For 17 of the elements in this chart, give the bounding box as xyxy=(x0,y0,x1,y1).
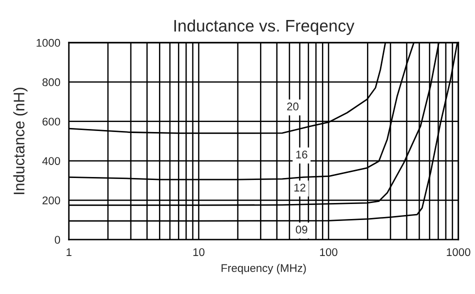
annotation: 09 xyxy=(296,226,308,234)
annotation: 20 xyxy=(287,102,298,110)
annotation: 12 xyxy=(294,184,306,192)
chart-title: Inductance vs. Freqency xyxy=(174,19,354,35)
x-tick-label: 10 xyxy=(193,248,204,256)
x-tick-label: 1000 xyxy=(446,248,470,256)
y-tick-label: 600 xyxy=(42,118,60,126)
y-tick-label: 1000 xyxy=(36,38,60,47)
x-axis-title: Frequency (MHz) xyxy=(222,264,306,274)
y-tick-label: 0 xyxy=(54,236,60,244)
y-axis-title: Inductance (nH) xyxy=(13,88,28,194)
x-tick-label: 1 xyxy=(66,248,72,256)
y-tick-label: 200 xyxy=(42,196,60,204)
y-tick-label: 800 xyxy=(42,78,60,86)
y-tick-label: 400 xyxy=(42,157,60,165)
x-tick-label: 100 xyxy=(320,248,338,256)
annotation: 16 xyxy=(296,150,308,158)
